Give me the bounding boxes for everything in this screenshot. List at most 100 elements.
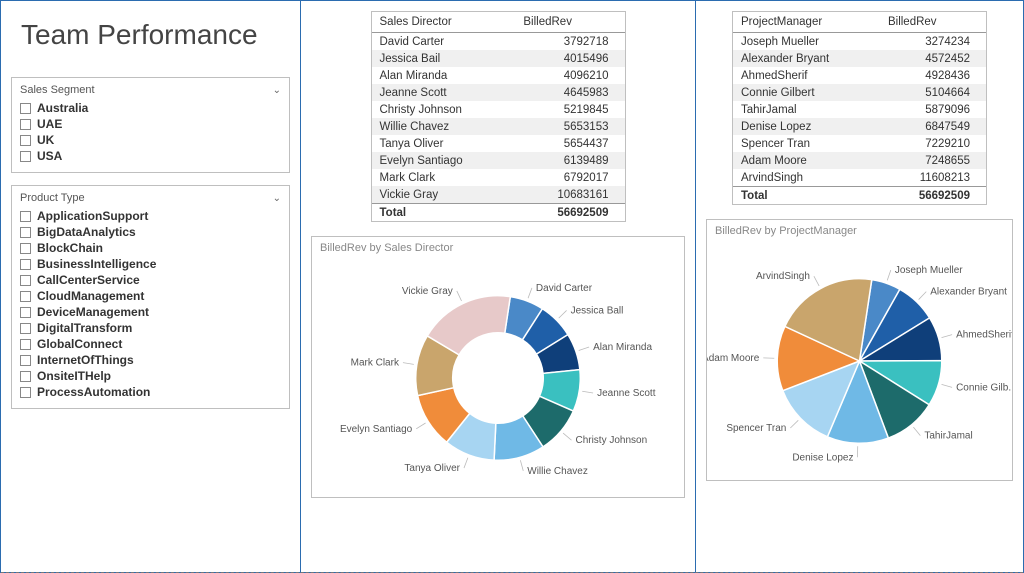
table-row[interactable]: TahirJamal5879096: [733, 101, 986, 118]
table-row[interactable]: Jessica Bail4015496: [372, 50, 625, 67]
slice-label: TahirJamal: [924, 431, 972, 442]
table-row[interactable]: Tanya Oliver5654437: [372, 135, 625, 152]
column-left: Team Performance Sales Segment ⌄ Austral…: [1, 1, 301, 572]
checkbox-icon[interactable]: [20, 371, 31, 382]
total-label: Total: [733, 187, 880, 205]
slice-label: Mark Clark: [351, 358, 400, 369]
chevron-down-icon[interactable]: ⌄: [273, 85, 281, 96]
slicer-item-label: ProcessAutomation: [37, 385, 150, 399]
table-row[interactable]: ArvindSingh11608213: [733, 169, 986, 187]
slicer-item[interactable]: USA: [20, 148, 281, 164]
slicer-product-type[interactable]: Product Type ⌄ ApplicationSupportBigData…: [11, 185, 290, 409]
table-row[interactable]: Connie Gilbert5104664: [733, 84, 986, 101]
slicer-item-label: USA: [37, 149, 62, 163]
table-header[interactable]: BilledRev: [880, 12, 986, 33]
cell-value: 4928436: [880, 67, 986, 84]
cell-value: 6847549: [880, 118, 986, 135]
cell-name: AhmedSherif: [733, 67, 880, 84]
cell-name: Alan Miranda: [372, 67, 516, 84]
slice-label: Spencer Tran: [726, 423, 786, 434]
checkbox-icon[interactable]: [20, 275, 31, 286]
cell-value: 6792017: [515, 169, 624, 186]
table-header[interactable]: BilledRev: [515, 12, 624, 33]
checkbox-icon[interactable]: [20, 227, 31, 238]
checkbox-icon[interactable]: [20, 355, 31, 366]
slicer-item[interactable]: UAE: [20, 116, 281, 132]
cell-name: Mark Clark: [372, 169, 516, 186]
cell-value: 7229210: [880, 135, 986, 152]
cell-value: 3274234: [880, 33, 986, 51]
checkbox-icon[interactable]: [20, 103, 31, 114]
checkbox-icon[interactable]: [20, 323, 31, 334]
slicer-header[interactable]: Sales Segment ⌄: [20, 84, 281, 96]
table-row[interactable]: AhmedSherif4928436: [733, 67, 986, 84]
table-row[interactable]: Christy Johnson5219845: [372, 101, 625, 118]
slicer-item[interactable]: UK: [20, 132, 281, 148]
table-row[interactable]: Alexander Bryant4572452: [733, 50, 986, 67]
slicer-item[interactable]: ProcessAutomation: [20, 384, 281, 400]
cell-name: TahirJamal: [733, 101, 880, 118]
table-row[interactable]: Jeanne Scott4645983: [372, 84, 625, 101]
chart-billedrev-director[interactable]: BilledRev by Sales Director David Carter…: [311, 236, 685, 498]
slicer-header-label: Product Type: [20, 192, 85, 204]
cell-name: Spencer Tran: [733, 135, 880, 152]
slicer-item[interactable]: BlockChain: [20, 240, 281, 256]
slicer-item[interactable]: BusinessIntelligence: [20, 256, 281, 272]
slicer-item[interactable]: InternetOfThings: [20, 352, 281, 368]
table-row[interactable]: Mark Clark6792017: [372, 169, 625, 186]
checkbox-icon[interactable]: [20, 243, 31, 254]
table-row[interactable]: Vickie Gray10683161: [372, 186, 625, 204]
slicer-item-label: ApplicationSupport: [37, 209, 148, 223]
checkbox-icon[interactable]: [20, 151, 31, 162]
cell-name: Evelyn Santiago: [372, 152, 516, 169]
total-value: 56692509: [515, 204, 624, 222]
table-project-manager[interactable]: ProjectManager BilledRev Joseph Mueller3…: [732, 11, 987, 205]
checkbox-icon[interactable]: [20, 259, 31, 270]
slicer-item[interactable]: DigitalTransform: [20, 320, 281, 336]
table-row[interactable]: Denise Lopez6847549: [733, 118, 986, 135]
checkbox-icon[interactable]: [20, 291, 31, 302]
slice-label: Jeanne Scott: [597, 388, 656, 399]
table-row[interactable]: Joseph Mueller3274234: [733, 33, 986, 51]
checkbox-icon[interactable]: [20, 211, 31, 222]
cell-value: 5653153: [515, 118, 624, 135]
cell-name: Jeanne Scott: [372, 84, 516, 101]
cell-value: 11608213: [880, 169, 986, 187]
slice-label: Evelyn Santiago: [340, 424, 413, 435]
slicer-item[interactable]: OnsiteITHelp: [20, 368, 281, 384]
cell-value: 6139489: [515, 152, 624, 169]
title-box: Team Performance: [1, 1, 300, 71]
checkbox-icon[interactable]: [20, 119, 31, 130]
checkbox-icon[interactable]: [20, 307, 31, 318]
table-row[interactable]: Alan Miranda4096210: [372, 67, 625, 84]
chart-billedrev-manager[interactable]: BilledRev by ProjectManager Joseph Muell…: [706, 219, 1013, 481]
page-title: Team Performance: [21, 19, 280, 51]
table-header[interactable]: ProjectManager: [733, 12, 880, 33]
table-row[interactable]: Spencer Tran7229210: [733, 135, 986, 152]
slicer-item[interactable]: CloudManagement: [20, 288, 281, 304]
table-row[interactable]: Evelyn Santiago6139489: [372, 152, 625, 169]
checkbox-icon[interactable]: [20, 339, 31, 350]
slicer-item[interactable]: DeviceManagement: [20, 304, 281, 320]
checkbox-icon[interactable]: [20, 135, 31, 146]
table-row[interactable]: Adam Moore7248655: [733, 152, 986, 169]
table-header[interactable]: Sales Director: [372, 12, 516, 33]
slicer-item[interactable]: ApplicationSupport: [20, 208, 281, 224]
slicer-item-label: BusinessIntelligence: [37, 257, 156, 271]
slice-label: Vickie Gray: [402, 286, 453, 297]
slicer-item[interactable]: GlobalConnect: [20, 336, 281, 352]
chevron-down-icon[interactable]: ⌄: [273, 193, 281, 204]
slicer-sales-segment[interactable]: Sales Segment ⌄ AustraliaUAEUKUSA: [11, 77, 290, 173]
chart-title: BilledRev by Sales Director: [312, 237, 684, 254]
table-sales-director[interactable]: Sales Director BilledRev David Carter379…: [371, 11, 626, 222]
slice-label: David Carter: [536, 283, 593, 294]
table-row[interactable]: David Carter3792718: [372, 33, 625, 51]
slicer-item[interactable]: BigDataAnalytics: [20, 224, 281, 240]
slicer-item[interactable]: CallCenterService: [20, 272, 281, 288]
checkbox-icon[interactable]: [20, 387, 31, 398]
table-row[interactable]: Willie Chavez5653153: [372, 118, 625, 135]
slice-label: AhmedSherif: [956, 330, 1012, 341]
slice-label: Adam Moore: [707, 353, 760, 364]
slicer-header[interactable]: Product Type ⌄: [20, 192, 281, 204]
slicer-item[interactable]: Australia: [20, 100, 281, 116]
